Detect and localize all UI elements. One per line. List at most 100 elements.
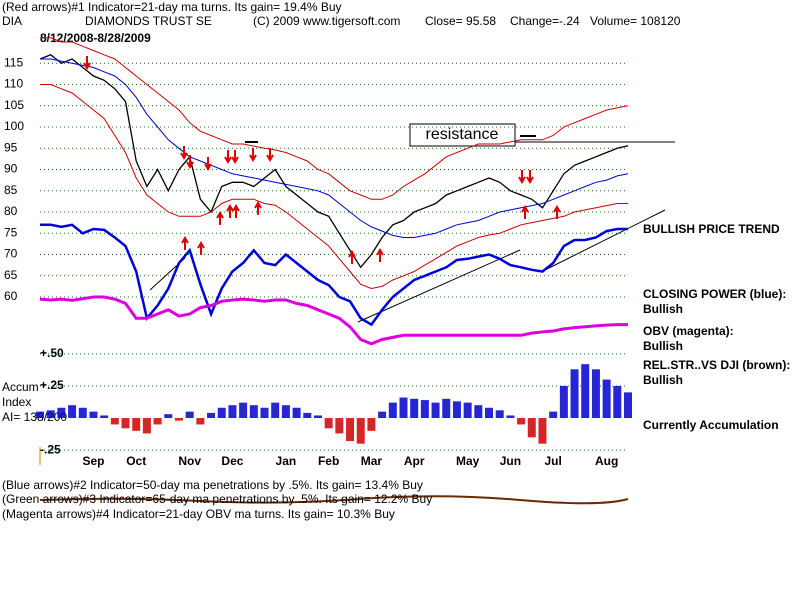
bar bbox=[591, 369, 600, 419]
bar bbox=[549, 411, 558, 419]
y-tick-label: +.50 bbox=[40, 346, 64, 360]
bar bbox=[36, 411, 44, 419]
copyright: (C) 2009 www.tigersoft.com bbox=[253, 14, 400, 28]
bar bbox=[100, 415, 109, 419]
series-line bbox=[40, 58, 629, 238]
y-tick-label: 110 bbox=[4, 77, 23, 91]
series-line bbox=[40, 223, 628, 327]
bar bbox=[324, 418, 333, 429]
bar bbox=[185, 411, 194, 419]
down-arrow bbox=[204, 157, 212, 171]
accum-label: Index bbox=[2, 395, 31, 409]
x-tick-label: Aug bbox=[595, 454, 618, 468]
cp-label: CLOSING POWER (blue): bbox=[643, 287, 786, 301]
series-line bbox=[39, 295, 628, 346]
bar bbox=[196, 418, 205, 425]
obv-label: OBV (magenta): bbox=[643, 324, 734, 338]
down-arrow bbox=[518, 170, 526, 184]
y-tick-label: 75 bbox=[4, 225, 18, 239]
bar bbox=[378, 411, 387, 419]
bar bbox=[207, 412, 216, 419]
bar bbox=[356, 418, 365, 444]
y-tick-label: +.25 bbox=[40, 378, 64, 392]
x-tick-label: Dec bbox=[221, 454, 243, 468]
bar bbox=[506, 415, 515, 419]
bar bbox=[485, 407, 494, 419]
bar bbox=[452, 401, 461, 419]
bar bbox=[228, 405, 237, 419]
bar bbox=[46, 410, 55, 419]
y-tick-label: 105 bbox=[4, 98, 24, 112]
relstr-label: REL.STR..VS DJI (brown): bbox=[643, 358, 790, 372]
series-line bbox=[40, 37, 629, 200]
up-arrow bbox=[216, 211, 224, 225]
down-arrow bbox=[526, 170, 534, 184]
x-tick-label: Oct bbox=[126, 454, 146, 468]
footer-line: (Green arrows)#3 Indicator=65-day ma pen… bbox=[2, 492, 432, 506]
footer-line: (Magenta arrows)#4 Indicator=21-day OBV … bbox=[2, 507, 395, 521]
name: DIAMONDS TRUST SE bbox=[85, 14, 212, 28]
down-arrow bbox=[249, 148, 257, 162]
resistance-box bbox=[409, 123, 516, 147]
close: Close= 95.58 bbox=[425, 14, 496, 28]
bar bbox=[517, 418, 526, 425]
bar bbox=[495, 410, 504, 419]
bar bbox=[249, 405, 258, 419]
y-tick-label: 90 bbox=[4, 162, 18, 176]
y-tick-label: 80 bbox=[4, 204, 18, 218]
change: Change=-.24 bbox=[510, 14, 580, 28]
up-arrow bbox=[197, 241, 205, 255]
down-arrow bbox=[266, 148, 274, 162]
bar bbox=[239, 402, 248, 419]
bar bbox=[57, 407, 66, 419]
bar bbox=[142, 418, 151, 434]
y-tick-label: 85 bbox=[4, 183, 18, 197]
x-tick-label: Feb bbox=[318, 454, 339, 468]
bar bbox=[89, 411, 98, 419]
bar bbox=[410, 398, 419, 419]
up-arrow bbox=[521, 205, 529, 219]
series-line bbox=[39, 54, 629, 269]
bar bbox=[164, 414, 173, 419]
bar bbox=[346, 418, 355, 442]
trend-line bbox=[357, 249, 521, 323]
header-indicator: (Red arrows)#1 Indicator=21-day ma turns… bbox=[2, 0, 342, 14]
bar bbox=[602, 379, 611, 419]
bar bbox=[570, 369, 579, 419]
bar bbox=[132, 418, 141, 431]
bar bbox=[613, 385, 622, 419]
accum-note: Currently Accumulation bbox=[643, 418, 779, 432]
y-tick-label: 95 bbox=[4, 140, 18, 154]
bar bbox=[153, 418, 162, 425]
bar bbox=[538, 418, 547, 444]
bar bbox=[581, 364, 590, 419]
x-tick-label: Nov bbox=[178, 454, 201, 468]
y-tick-label: 100 bbox=[4, 119, 24, 133]
bar bbox=[399, 397, 408, 419]
y-tick-label: -.25 bbox=[40, 442, 61, 456]
bar bbox=[559, 385, 568, 419]
down-arrow bbox=[180, 146, 188, 160]
bar bbox=[260, 407, 269, 419]
bar bbox=[335, 418, 344, 434]
up-arrow bbox=[553, 205, 561, 219]
bar bbox=[303, 412, 312, 419]
bar bbox=[121, 418, 130, 429]
bar bbox=[313, 415, 322, 419]
x-tick-label: Jan bbox=[276, 454, 297, 468]
x-tick-label: Jun bbox=[500, 454, 521, 468]
footer-line: (Blue arrows)#2 Indicator=50-day ma pene… bbox=[2, 478, 423, 492]
x-tick-label: Sep bbox=[82, 454, 104, 468]
bar bbox=[292, 407, 301, 419]
symbol: DIA bbox=[2, 14, 22, 28]
bar bbox=[527, 418, 536, 438]
x-tick-label: Jul bbox=[544, 454, 561, 468]
x-tick-label: Apr bbox=[404, 454, 425, 468]
bar bbox=[463, 402, 472, 419]
bar bbox=[367, 418, 376, 431]
bar bbox=[420, 400, 429, 419]
bar bbox=[271, 402, 280, 419]
up-arrow bbox=[376, 248, 384, 262]
bar bbox=[431, 402, 440, 419]
volume: Volume= 108120 bbox=[590, 14, 681, 28]
